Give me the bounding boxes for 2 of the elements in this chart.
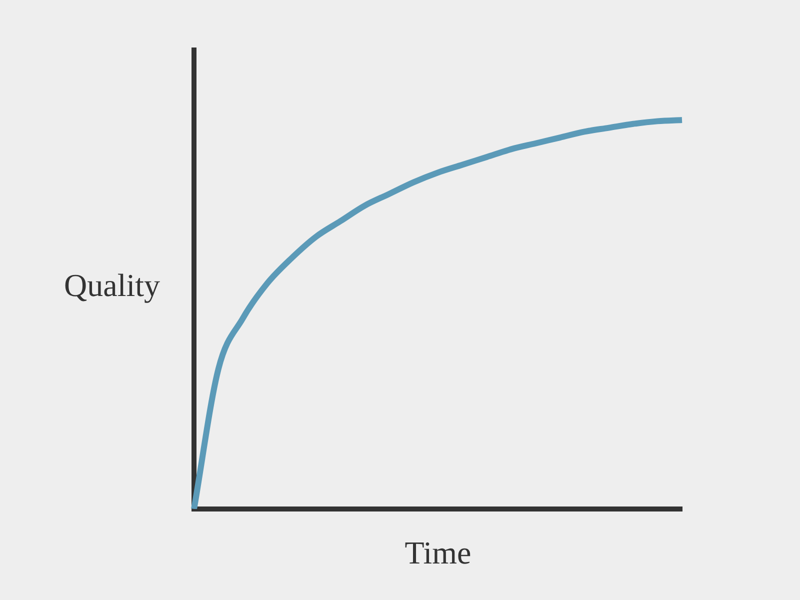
x-axis-title: Time bbox=[404, 534, 472, 570]
y-axis-title: Quality bbox=[64, 266, 160, 303]
